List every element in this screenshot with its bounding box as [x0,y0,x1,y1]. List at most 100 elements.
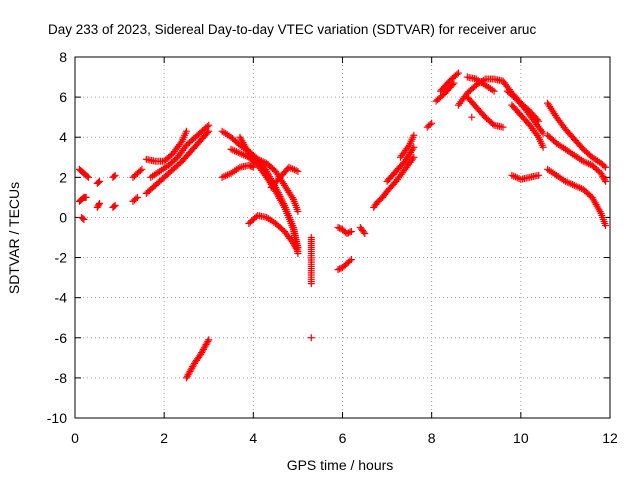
data-point [177,139,185,147]
data-point [307,334,315,342]
data-point [248,163,256,171]
series-arc-a6 [109,171,119,181]
data-point [601,176,609,184]
data-point [111,201,119,209]
series-arc-j4 [508,171,543,183]
y-axis-ticks: -10 -8 -6 -4 -2 0 2 4 6 8 [47,49,610,426]
data-point [111,171,119,179]
x-axis-ticks: 0 2 4 6 8 10 12 [71,57,618,446]
data-point [334,266,342,274]
series-arc-c1 [182,336,213,382]
data-point [344,229,352,237]
series-arc-h1 [370,153,418,211]
data-point [539,143,547,151]
data-point [336,224,344,232]
data-point [204,337,212,345]
chart-title: Day 233 of 2023, Sidereal Day-to-day VTE… [48,22,536,37]
series-arc-a5 [93,199,104,211]
y-tick-label: -4 [55,290,68,306]
data-point [347,256,355,264]
series-arc-i6 [468,113,476,121]
series-arc-j2 [503,87,547,137]
data-point [490,87,498,95]
series-arc-e1 [245,211,302,256]
series-arc-k1 [544,99,610,171]
series-arc-a3 [78,213,88,223]
data-point [410,131,418,139]
data-point [404,143,412,151]
x-tick-label: 2 [160,430,168,446]
series-arc-a4 [93,177,104,187]
y-tick-label: 8 [59,49,67,65]
y-tick-label: 0 [59,209,67,225]
series-arc-j3 [508,101,547,151]
x-axis-label: GPS time / hours [287,457,394,473]
data-point [346,257,354,265]
data-point [499,123,507,131]
y-tick-label: 4 [59,129,67,145]
x-tick-label: 4 [249,430,257,446]
data-point [294,248,302,256]
data-point [307,280,315,288]
y-tick-label: 6 [59,89,67,105]
x-tick-label: 10 [513,430,529,446]
series-arc-d1 [218,161,257,181]
data-point [205,336,213,344]
data-point [95,201,103,209]
series-arc-h4 [423,119,436,131]
data-point [84,173,92,181]
data-point [83,172,91,180]
data-point [138,165,146,173]
x-tick-label: 8 [428,430,436,446]
data-point [602,177,610,185]
series-arc-h2 [383,143,418,185]
data-point [539,129,547,137]
data-point [361,229,369,237]
series-arc-d5 [267,163,302,191]
data-point [602,163,610,171]
x-tick-label: 12 [602,430,618,446]
data-point [428,119,436,127]
data-point [602,221,610,229]
y-axis-label: SDTVAR / TECUs [6,182,22,294]
data-point [132,195,140,203]
series-arc-b3 [142,127,213,197]
data-point [343,229,351,237]
y-tick-label: -10 [47,410,67,426]
data-point [205,127,213,135]
data-point [410,153,418,161]
series-arc-k3 [544,165,610,229]
y-tick-label: -8 [55,370,68,386]
data-point [246,162,254,170]
y-tick-label: -6 [55,330,68,346]
series-arc-i4 [463,73,498,95]
data-point [182,127,190,135]
data-point [538,127,546,135]
data-point [334,223,342,231]
data-point [409,155,417,163]
series-arc-b1 [129,165,146,181]
data-point [205,121,213,129]
data-point [347,227,355,235]
data-point [360,228,368,236]
data-point [468,113,476,121]
series-arc-k2 [544,131,610,185]
data-point [336,265,344,273]
series-arc-f1 [307,234,315,288]
y-tick-label: 2 [59,169,67,185]
series-arc-a7 [109,201,119,211]
series-arc-g2 [334,256,355,274]
data-point [453,70,461,78]
data-point [94,178,102,186]
data-points [75,69,610,382]
data-point [96,177,104,185]
series-arc-b4 [147,121,213,181]
series-arc-g3 [356,223,369,237]
series-arc-i5 [463,93,507,131]
data-point [454,69,462,77]
data-point [294,167,302,175]
data-point [136,167,144,175]
series-arc-g1 [334,223,355,237]
series-arc-b2 [129,193,141,205]
series-arc-h3 [396,131,418,161]
